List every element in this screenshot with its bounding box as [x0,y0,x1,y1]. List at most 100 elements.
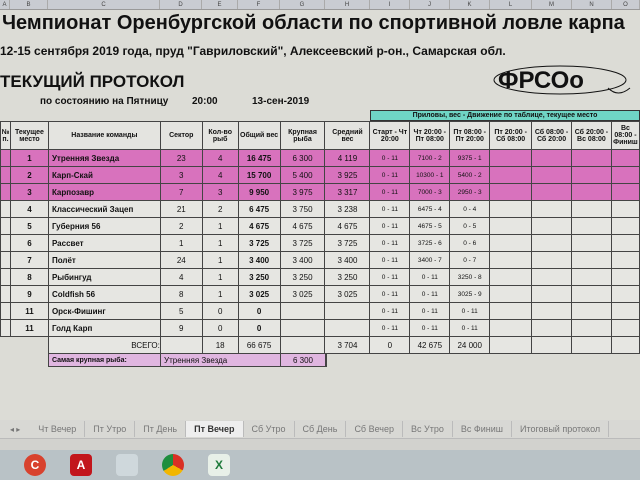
cell[interactable] [531,166,572,184]
cell[interactable]: 3 250 [237,268,281,286]
cell[interactable] [489,234,533,252]
cell[interactable]: 1 [9,149,49,167]
cell[interactable]: 3 025 [279,285,326,303]
column-header-H[interactable]: H [325,0,370,9]
cell[interactable] [531,183,572,201]
cell[interactable] [279,302,326,320]
cell[interactable]: 0 - 11 [369,183,411,201]
cell[interactable]: Утренняя Звезда [47,149,161,167]
column-header-M[interactable]: M [532,0,572,9]
cell[interactable]: 3250 - 8 [449,268,491,286]
tab-scroll-arrow-icon[interactable]: ◂ ▸ [10,424,21,434]
cell[interactable]: 15 700 [237,166,281,184]
sheet-tab[interactable]: Пт Вечер [186,421,244,437]
sheet-tab[interactable]: Сб Вечер [346,421,404,437]
column-header-K[interactable]: K [450,0,490,9]
sheet-tab[interactable]: Чт Вечер [30,421,86,437]
column-header-N[interactable]: N [572,0,612,9]
total-cell[interactable]: 0 [369,336,411,354]
cell[interactable] [570,285,612,303]
cell[interactable]: 1 [201,285,239,303]
cell[interactable] [0,285,11,303]
total-cell[interactable] [570,336,612,354]
cell[interactable]: 2 [159,217,203,235]
sheet-tab[interactable]: Вс Утро [403,421,453,437]
cell[interactable]: 1 [201,251,239,269]
cell[interactable] [489,217,533,235]
cell[interactable]: 9 950 [237,183,281,201]
cell[interactable]: 0 [201,302,239,320]
acrobat-icon[interactable]: A [70,454,92,476]
cell[interactable] [324,302,371,320]
cell[interactable] [570,200,612,218]
cell[interactable]: 3 250 [324,268,371,286]
cell[interactable] [489,251,533,269]
cell[interactable]: 0 - 11 [409,268,451,286]
cell[interactable]: 0 - 4 [449,200,491,218]
cell[interactable]: 1 [159,234,203,252]
sheet-tab[interactable]: Вс Финиш [453,421,512,437]
total-cell[interactable] [610,336,640,354]
cell[interactable]: 0 - 7 [449,251,491,269]
column-header-B[interactable]: B [10,0,48,9]
cell[interactable]: 0 - 11 [449,302,491,320]
cell[interactable]: 2950 - 3 [449,183,491,201]
cell[interactable] [0,302,11,320]
column-header-J[interactable]: J [410,0,450,9]
column-header-G[interactable]: G [280,0,325,9]
cell[interactable] [531,268,572,286]
cell[interactable] [570,234,612,252]
cell[interactable] [489,149,533,167]
cell[interactable] [489,319,533,337]
total-cell[interactable]: ВСЕГО: [47,336,161,354]
cell[interactable] [570,217,612,235]
cell[interactable]: 7100 - 2 [409,149,451,167]
cell[interactable]: 5 400 [279,166,326,184]
cell[interactable] [0,268,11,286]
cell[interactable]: 4 675 [279,217,326,235]
total-cell[interactable]: 66 675 [237,336,281,354]
cell[interactable] [610,166,640,184]
cell[interactable] [324,319,371,337]
cell[interactable]: 8 [9,268,49,286]
cell[interactable]: 7 [9,251,49,269]
cell[interactable] [489,285,533,303]
cell[interactable] [531,217,572,235]
cell[interactable]: 10300 - 1 [409,166,451,184]
column-header-I[interactable]: I [370,0,410,9]
cell[interactable] [0,149,11,167]
cell[interactable] [531,200,572,218]
cell[interactable]: 3 317 [324,183,371,201]
cell[interactable]: 7000 - 3 [409,183,451,201]
cell[interactable] [489,183,533,201]
cell[interactable] [489,302,533,320]
cell[interactable] [610,319,640,337]
total-cell[interactable] [159,336,203,354]
cell[interactable]: 2 [9,166,49,184]
cell[interactable]: 0 - 11 [369,251,411,269]
cell[interactable] [570,302,612,320]
cell[interactable]: 3 725 [279,234,326,252]
sheet-tab[interactable]: Пт Утро [85,421,136,437]
cell[interactable]: 4 [201,166,239,184]
cell[interactable]: 0 - 11 [369,319,411,337]
cell[interactable] [570,166,612,184]
cell[interactable] [610,200,640,218]
cell[interactable]: 16 475 [237,149,281,167]
chrome-icon[interactable] [162,454,184,476]
cell[interactable] [610,217,640,235]
cell[interactable]: 6475 - 4 [409,200,451,218]
cell[interactable]: 4 [9,200,49,218]
total-cell[interactable] [10,337,48,354]
cell[interactable] [531,149,572,167]
cell[interactable]: 0 - 11 [369,166,411,184]
cell[interactable]: 0 - 11 [369,234,411,252]
column-header-C[interactable]: C [48,0,160,9]
cell[interactable] [489,200,533,218]
cell[interactable]: Губерния 56 [47,217,161,235]
cell[interactable] [0,251,11,269]
cell[interactable]: 5 [159,302,203,320]
cell[interactable]: 23 [159,149,203,167]
cell[interactable] [570,251,612,269]
cell[interactable]: 5 [9,217,49,235]
